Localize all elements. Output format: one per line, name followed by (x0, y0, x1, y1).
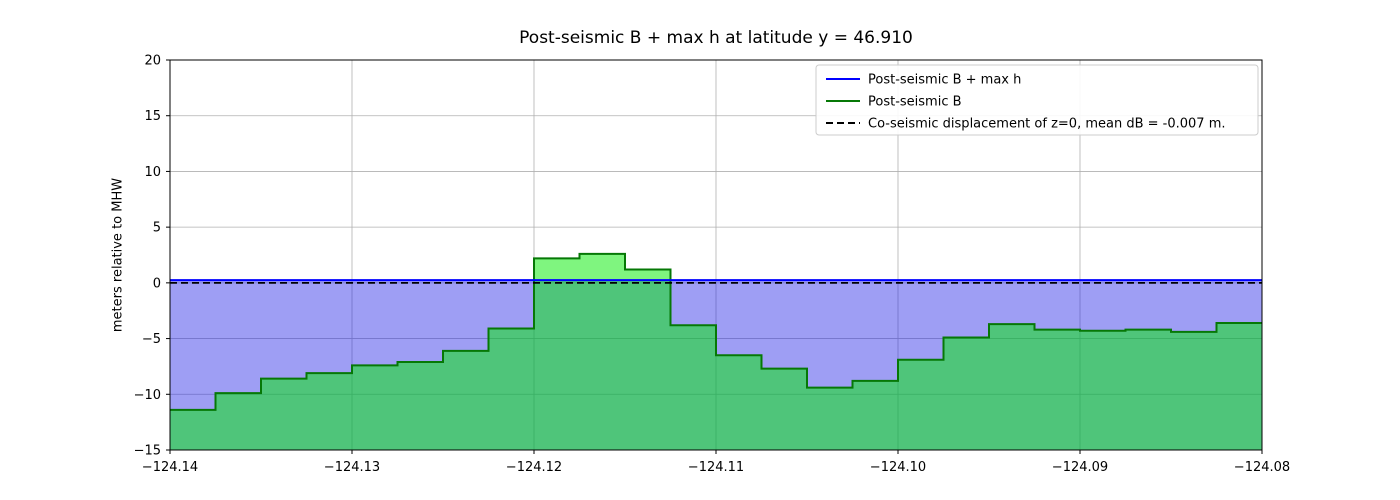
x-tick-label: −124.08 (1234, 460, 1290, 475)
x-tick-label: −124.10 (870, 460, 926, 475)
y-tick-label: −10 (134, 388, 161, 403)
x-tick-label: −124.14 (142, 460, 198, 475)
legend-label: Post-seismic B (868, 95, 962, 110)
topo-step-line (170, 252, 1262, 411)
x-tick-label: −124.09 (1052, 460, 1108, 475)
y-tick-label: 20 (144, 54, 161, 69)
x-tick-label: −124.11 (688, 460, 744, 475)
y-tick-label: −5 (142, 332, 161, 347)
y-tick-label: 0 (153, 276, 161, 291)
y-tick-label: 10 (144, 165, 161, 180)
chart-title: Post-seismic B + max h at latitude y = 4… (519, 28, 913, 48)
legend-box (815, 64, 1259, 136)
legend-label: Post-seismic B + max h (868, 73, 1021, 88)
y-tick-label: −15 (134, 444, 161, 459)
y-tick-label: 5 (153, 221, 161, 236)
x-tick-label: −124.13 (324, 460, 380, 475)
x-tick-label: −124.12 (506, 460, 562, 475)
legend-label: Co-seismic displacement of z=0, mean dB … (868, 117, 1226, 132)
y-tick-label: 15 (144, 109, 161, 124)
